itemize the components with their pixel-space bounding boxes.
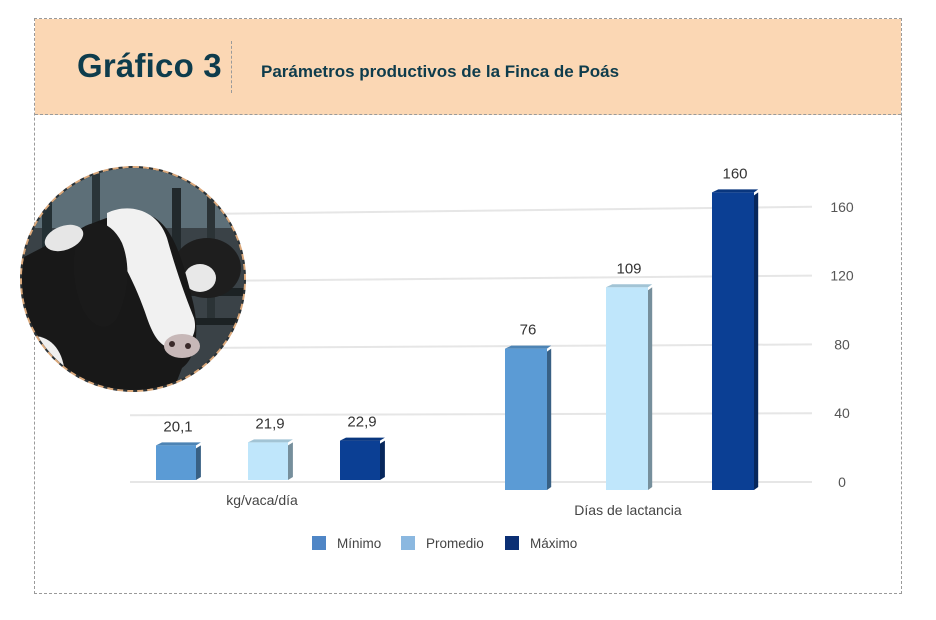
legend-swatch [505, 536, 519, 550]
legend-label: Mínimo [337, 536, 381, 551]
bar [712, 192, 754, 490]
y-tick-label: 80 [834, 336, 850, 352]
data-label: 21,9 [255, 415, 284, 432]
category-label: kg/vaca/día [226, 492, 298, 508]
data-label: 22,9 [347, 414, 376, 431]
y-tick-label: 0 [838, 474, 846, 490]
bar [248, 442, 288, 480]
data-label: 160 [722, 165, 747, 182]
bar-side [196, 445, 201, 480]
figure-number: Gráfico 3 [77, 47, 222, 84]
gridline [129, 205, 813, 216]
bar-side [288, 442, 293, 480]
legend-label: Promedio [426, 536, 484, 551]
y-tick-label: 160 [830, 199, 854, 215]
legend-swatch [401, 536, 415, 550]
chart-header: Gráfico 3 Parámetros productivos de la F… [35, 19, 901, 115]
legend-label: Máximo [530, 536, 577, 551]
category-label: Días de lactancia [574, 502, 682, 518]
cow-illustration [22, 168, 244, 390]
bar-top [248, 439, 293, 443]
bar-side [380, 440, 385, 480]
bar [505, 348, 547, 490]
gridline [129, 412, 813, 417]
bar-top [712, 189, 759, 193]
bar [156, 445, 196, 480]
header-divider [231, 41, 232, 93]
data-label: 76 [520, 322, 537, 339]
cow-photo [20, 166, 246, 392]
data-label: 20,1 [163, 418, 192, 435]
bar-top [606, 284, 653, 288]
data-label: 109 [616, 260, 641, 277]
bar-side [648, 287, 653, 490]
y-tick-label: 40 [834, 405, 850, 421]
y-tick-label: 120 [830, 268, 854, 284]
bar-top [505, 345, 552, 349]
bar-top [156, 442, 201, 446]
legend-swatch [312, 536, 326, 550]
bar-side [754, 192, 759, 490]
bar [340, 440, 380, 480]
gridline [129, 343, 813, 350]
chart-title: Parámetros productivos de la Finca de Po… [261, 62, 620, 81]
bar-side [547, 348, 552, 490]
bar [606, 287, 648, 490]
bar-top [340, 437, 385, 441]
